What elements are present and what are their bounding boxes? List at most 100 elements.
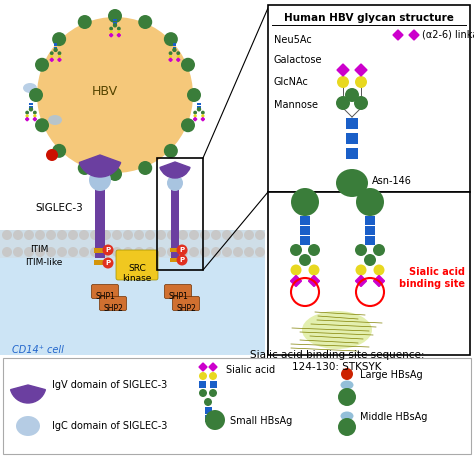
- Circle shape: [181, 58, 195, 72]
- Circle shape: [138, 15, 152, 29]
- Circle shape: [102, 257, 113, 269]
- Bar: [300, 216, 310, 225]
- Wedge shape: [160, 162, 190, 178]
- Bar: [113, 22, 117, 25]
- Circle shape: [187, 88, 201, 102]
- Circle shape: [309, 265, 319, 276]
- Bar: [54, 43, 57, 46]
- Circle shape: [199, 372, 207, 380]
- Circle shape: [117, 30, 120, 33]
- Bar: [157, 158, 203, 270]
- FancyBboxPatch shape: [100, 297, 127, 310]
- Circle shape: [211, 247, 221, 257]
- Circle shape: [172, 48, 177, 52]
- Text: ITIM: ITIM: [30, 245, 48, 254]
- Text: Mannose: Mannose: [274, 100, 318, 110]
- Polygon shape: [193, 117, 197, 121]
- Text: Human HBV glycan structure: Human HBV glycan structure: [284, 13, 454, 23]
- Bar: [29, 103, 33, 106]
- Circle shape: [156, 230, 166, 240]
- Circle shape: [176, 255, 188, 266]
- Text: Asn-146: Asn-146: [372, 176, 412, 186]
- Bar: [173, 43, 176, 46]
- Circle shape: [90, 230, 100, 240]
- Circle shape: [204, 398, 212, 406]
- Polygon shape: [409, 30, 419, 40]
- Circle shape: [356, 188, 384, 216]
- Circle shape: [177, 55, 180, 58]
- Circle shape: [134, 230, 144, 240]
- Text: CD14⁺ cell: CD14⁺ cell: [12, 345, 64, 355]
- Text: Neu5Ac: Neu5Ac: [274, 35, 312, 45]
- Circle shape: [374, 265, 384, 276]
- Circle shape: [57, 247, 67, 257]
- Circle shape: [178, 247, 188, 257]
- Text: Galactose: Galactose: [274, 55, 322, 65]
- Bar: [113, 19, 117, 21]
- Circle shape: [200, 230, 210, 240]
- FancyBboxPatch shape: [164, 285, 191, 298]
- Circle shape: [50, 55, 54, 58]
- Circle shape: [35, 230, 45, 240]
- Circle shape: [79, 247, 89, 257]
- Circle shape: [123, 230, 133, 240]
- Circle shape: [68, 247, 78, 257]
- Circle shape: [308, 244, 320, 256]
- Circle shape: [117, 27, 121, 31]
- Circle shape: [108, 9, 122, 23]
- FancyBboxPatch shape: [116, 250, 158, 280]
- Circle shape: [338, 388, 356, 406]
- Bar: [346, 148, 358, 159]
- Circle shape: [78, 15, 92, 29]
- Bar: [0, 230, 265, 258]
- Bar: [205, 407, 212, 414]
- Circle shape: [52, 144, 66, 158]
- Text: SIGLEC-3: SIGLEC-3: [35, 203, 83, 213]
- Circle shape: [57, 51, 61, 55]
- Circle shape: [345, 88, 359, 102]
- Circle shape: [291, 265, 301, 276]
- Ellipse shape: [340, 411, 354, 420]
- Circle shape: [189, 247, 199, 257]
- Circle shape: [29, 88, 43, 102]
- Circle shape: [35, 247, 45, 257]
- Circle shape: [79, 230, 89, 240]
- Circle shape: [341, 368, 353, 380]
- Text: SHP1: SHP1: [95, 292, 115, 301]
- Polygon shape: [50, 58, 54, 61]
- Polygon shape: [33, 117, 36, 121]
- Polygon shape: [374, 276, 384, 287]
- Circle shape: [233, 247, 243, 257]
- Text: P: P: [105, 260, 110, 266]
- Circle shape: [355, 244, 367, 256]
- Polygon shape: [291, 276, 301, 287]
- Polygon shape: [177, 58, 180, 61]
- Text: GlcNAc: GlcNAc: [274, 77, 309, 87]
- Circle shape: [78, 161, 92, 175]
- Circle shape: [112, 247, 122, 257]
- Circle shape: [35, 118, 49, 132]
- Text: HBV: HBV: [92, 85, 118, 98]
- Circle shape: [189, 230, 199, 240]
- Circle shape: [201, 114, 204, 117]
- Polygon shape: [117, 33, 120, 37]
- Circle shape: [33, 111, 37, 115]
- Circle shape: [25, 111, 29, 115]
- Circle shape: [255, 247, 265, 257]
- Polygon shape: [109, 33, 113, 37]
- Circle shape: [176, 244, 188, 255]
- Circle shape: [169, 51, 173, 55]
- Bar: [365, 236, 375, 245]
- Circle shape: [112, 230, 122, 240]
- Bar: [29, 106, 33, 109]
- Ellipse shape: [48, 115, 62, 125]
- Circle shape: [233, 230, 243, 240]
- Bar: [205, 415, 212, 422]
- Bar: [173, 47, 176, 49]
- Text: Middle HBsAg: Middle HBsAg: [360, 412, 428, 422]
- Circle shape: [90, 247, 100, 257]
- Circle shape: [364, 254, 376, 266]
- Circle shape: [54, 48, 58, 52]
- FancyBboxPatch shape: [91, 285, 118, 298]
- Text: IgC domain of SIGLEC-3: IgC domain of SIGLEC-3: [52, 421, 167, 431]
